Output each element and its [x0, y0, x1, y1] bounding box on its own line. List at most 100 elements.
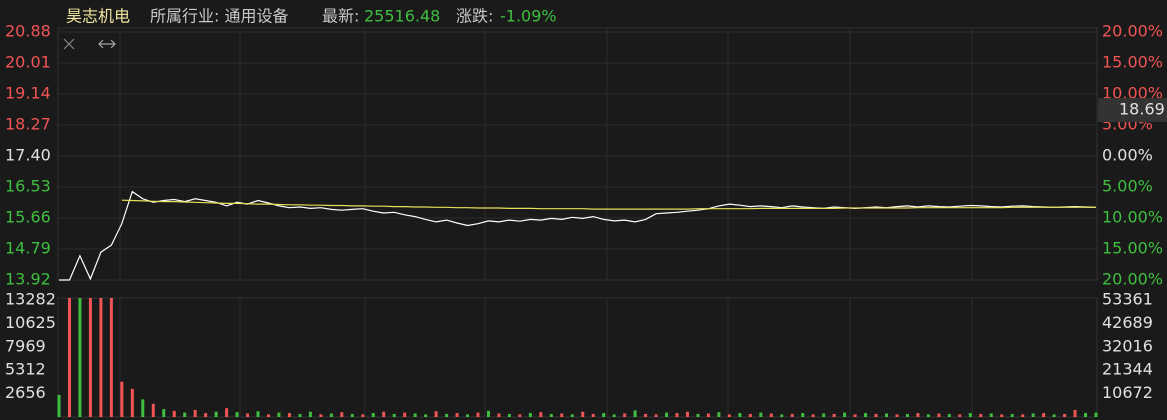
volume-bar [790, 413, 794, 417]
y-tick-label: 18.27 [5, 115, 51, 134]
volume-bar [633, 410, 637, 417]
y-tick-label: 20.88 [5, 22, 51, 41]
volume-bar [528, 413, 532, 417]
volume-bar [696, 413, 700, 417]
change-label: 涨跌: [456, 7, 493, 26]
latest-label: 最新: [322, 7, 359, 26]
volume-bar [507, 413, 511, 417]
volume-bar [895, 414, 899, 417]
volume-bar [424, 414, 428, 417]
volume-bar [403, 412, 407, 417]
y-tick-label: 20.01 [5, 53, 51, 72]
volume-bar [780, 414, 784, 417]
volume-bar [382, 411, 386, 417]
close-icon[interactable] [63, 38, 75, 50]
volume-bar [434, 411, 438, 417]
volume-bar [539, 412, 543, 417]
amount-tick-label: 21344 [1102, 360, 1153, 379]
volume-bar [361, 414, 365, 417]
volume-bar [319, 414, 323, 417]
amount-tick-label: 32016 [1102, 336, 1153, 355]
volume-bar [109, 298, 113, 417]
volume-bar [162, 409, 166, 417]
volume-bar [801, 413, 805, 417]
y2-tick-label: 5.00% [1102, 177, 1153, 196]
volume-bar [591, 413, 595, 417]
volume-bar [905, 413, 909, 417]
volume-bar [277, 412, 281, 417]
volume-bar [151, 403, 155, 417]
volume-bar [329, 413, 333, 417]
y2-tick-label: 20.00% [1102, 22, 1163, 41]
price-line [121, 199, 1096, 210]
volume-bar [256, 411, 260, 417]
volume-bar [654, 414, 658, 417]
volume-tick-label: 13282 [5, 290, 56, 309]
volume-bar [1084, 413, 1088, 417]
volume-bar [476, 412, 480, 417]
cursor-value: 18.69 [1119, 100, 1165, 119]
volume-bar [665, 412, 669, 417]
volume-bar [853, 414, 857, 417]
volume-bar [497, 413, 501, 417]
volume-bar [926, 414, 930, 417]
volume-bar [989, 413, 993, 417]
volume-tick-label: 2656 [5, 383, 46, 402]
amount-tick-label: 53361 [1102, 290, 1153, 309]
volume-bar [78, 298, 82, 417]
volume-bar [885, 413, 889, 417]
volume-bar [1073, 409, 1077, 417]
volume-bar [717, 412, 721, 417]
y-tick-label: 14.79 [5, 239, 51, 258]
volume-bar [1052, 414, 1056, 417]
volume-bar [413, 413, 417, 417]
volume-frame [57, 297, 1098, 418]
volume-bar [916, 413, 920, 417]
resize-icon[interactable] [98, 39, 116, 49]
volume-bar [769, 413, 773, 417]
volume-bar [864, 413, 868, 417]
volume-bar [549, 413, 553, 417]
volume-bar [130, 388, 134, 417]
volume-bar [1000, 414, 1004, 417]
volume-bar [225, 408, 229, 417]
volume-bar [822, 413, 826, 417]
volume-bar [623, 413, 627, 417]
volume-bar [183, 412, 187, 417]
volume-bar [99, 298, 103, 417]
volume-bar [560, 413, 564, 417]
volume-bar [287, 413, 291, 417]
volume-bar [570, 414, 574, 417]
volume-bar [759, 412, 763, 417]
volume-bar [832, 413, 836, 417]
volume-bar [843, 412, 847, 417]
volume-bar [748, 413, 752, 417]
volume-bar [67, 298, 71, 417]
volume-bar [947, 413, 951, 417]
volume-bar [958, 414, 962, 417]
volume-bar [1042, 413, 1046, 417]
volume-bar [1021, 414, 1025, 417]
volume-bar [204, 413, 208, 417]
volume-bar [644, 413, 648, 417]
volume-bar [235, 412, 239, 417]
y2-tick-label: 15.00% [1102, 53, 1163, 72]
volume-bar [466, 414, 470, 417]
latest-value: 25516.48 [364, 7, 440, 26]
volume-bar [518, 414, 522, 417]
volume-bar [874, 413, 878, 417]
volume-bar [1031, 413, 1035, 417]
volume-tick-label: 10625 [5, 313, 56, 332]
volume-bar [1010, 413, 1014, 417]
volume-bar [811, 414, 815, 417]
volume-bar [685, 411, 689, 417]
volume-bar [88, 298, 92, 417]
volume-bar [120, 381, 124, 417]
volume-bar [675, 413, 679, 417]
volume-bar [172, 410, 176, 417]
volume-bar [602, 413, 606, 417]
volume-bar [392, 413, 396, 417]
volume-tick-label: 7969 [5, 336, 46, 355]
volume-bar [455, 413, 459, 417]
